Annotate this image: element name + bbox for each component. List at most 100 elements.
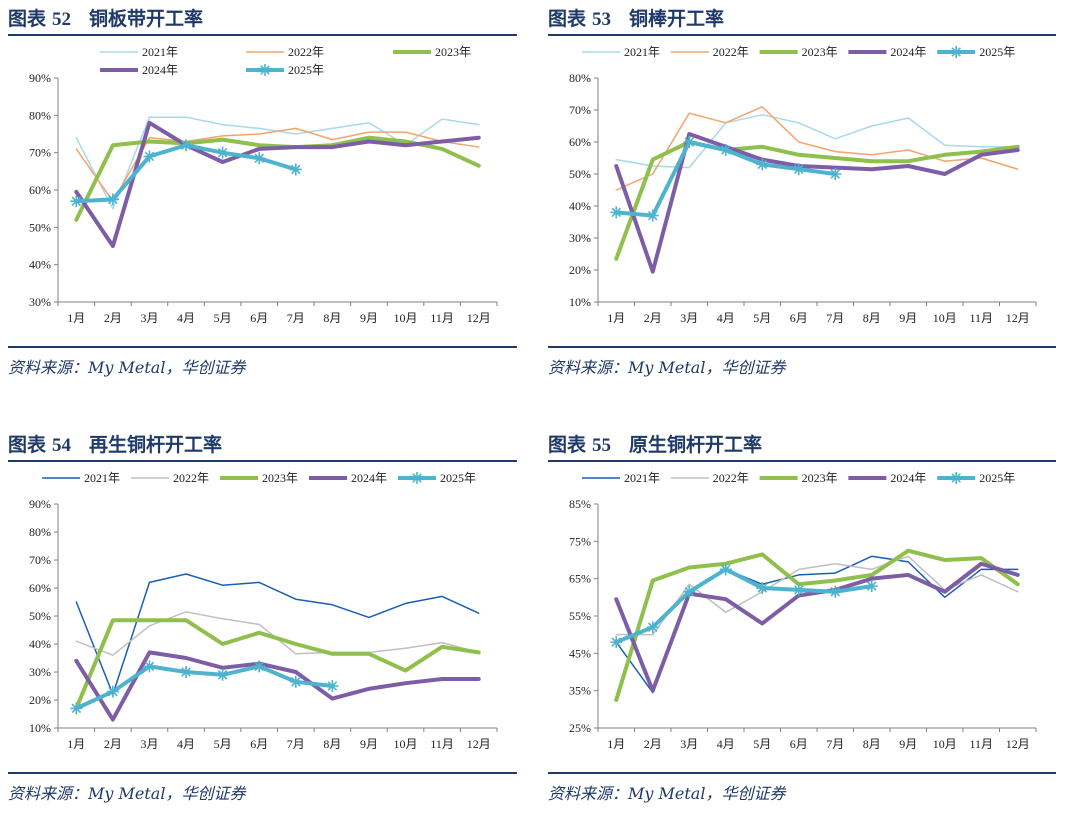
y-tick-label: 65% <box>569 572 591 586</box>
y-tick-label: 30% <box>29 665 51 679</box>
y-tick-label: 50% <box>29 220 51 234</box>
y-tick-label: 70% <box>29 553 51 567</box>
x-tick-label: 11月 <box>969 737 993 751</box>
x-tick-label: 6月 <box>790 737 808 751</box>
y-tick-label: 75% <box>569 534 591 548</box>
y-tick-label: 10% <box>569 295 591 309</box>
x-tick-label: 11月 <box>430 737 454 751</box>
panel-53: 图表 53 铜棒开工率 10% 20% 30% 40% 50% 60% 70% 80% 1月 2月 3月… <box>548 4 1056 384</box>
panel-title-name: 原生铜杆开工率 <box>629 434 763 456</box>
series-line <box>74 120 481 248</box>
series-1 <box>75 573 480 696</box>
series-point-marker <box>143 150 156 163</box>
panel-title-name: 铜板带开工率 <box>89 8 204 30</box>
y-tick-label: 30% <box>29 295 51 309</box>
series-line <box>75 573 480 696</box>
series-point-marker <box>106 193 119 206</box>
x-tick-label: 2月 <box>644 737 662 751</box>
x-tick-label: 1月 <box>67 311 85 325</box>
x-tick-label: 12月 <box>467 311 491 325</box>
series-line <box>614 140 1020 261</box>
y-tick-label: 50% <box>29 609 51 623</box>
series-point-marker <box>143 660 156 673</box>
legend-label: 2021年 <box>624 471 660 485</box>
x-tick-label: 7月 <box>826 737 844 751</box>
series-point-marker <box>253 152 266 165</box>
legend-label: 2025年 <box>979 45 1015 59</box>
series-point-marker <box>683 585 696 598</box>
legend-label: 2025年 <box>979 471 1015 485</box>
x-tick-label: 2月 <box>644 311 662 325</box>
chart-53: 10% 20% 30% 40% 50% 60% 70% 80% 1月 2月 3月 4月 5月 6月 7月 8月… <box>569 45 1037 325</box>
series-point-marker <box>792 583 805 596</box>
series-point-marker <box>683 136 696 148</box>
series-line <box>74 650 481 722</box>
y-tick-label: 20% <box>29 693 51 707</box>
series-point-marker <box>610 206 623 219</box>
y-tick-label: 40% <box>569 199 591 213</box>
series-line <box>615 114 1019 169</box>
panel-title-label: 图表 <box>548 8 587 30</box>
y-tick-label: 40% <box>29 258 51 272</box>
legend-label: 2024年 <box>351 471 387 485</box>
x-tick-label: 11月 <box>969 311 993 325</box>
series-5 <box>610 136 842 222</box>
y-tick-label: 10% <box>29 721 51 735</box>
series-5 <box>70 660 339 715</box>
panel-title: 图表 54 再生铜杆开工率 <box>8 430 517 462</box>
series-point-marker <box>829 168 842 180</box>
y-tick-label: 70% <box>29 146 51 160</box>
x-tick-label: 4月 <box>717 737 735 751</box>
legend-label: 2023年 <box>262 471 298 485</box>
panel-title-name: 铜棒开工率 <box>629 8 725 30</box>
x-tick-label: 10月 <box>394 311 418 325</box>
x-tick-label: 5月 <box>753 311 771 325</box>
series-3 <box>614 140 1020 261</box>
x-tick-label: 6月 <box>250 311 268 325</box>
legend-label: 2025年 <box>440 471 476 485</box>
series-point-marker <box>719 144 732 156</box>
x-tick-label: 1月 <box>67 737 85 751</box>
source-note: 资料来源：My Metal，华创证券 <box>548 772 1056 804</box>
y-tick-label: 70% <box>569 103 591 117</box>
x-tick-label: 8月 <box>863 737 881 751</box>
series-line <box>614 548 1020 702</box>
panel-title: 图表 52 铜板带开工率 <box>8 4 517 36</box>
panel-title-number: 54 <box>52 435 72 456</box>
y-tick-label: 25% <box>569 721 591 735</box>
series-point-marker <box>865 580 878 593</box>
series-line <box>614 567 874 645</box>
panel-title-number: 55 <box>592 435 612 456</box>
y-tick-label: 60% <box>569 135 591 149</box>
legend-swatch-marker <box>411 472 423 484</box>
x-tick-label: 7月 <box>287 737 305 751</box>
x-tick-label: 4月 <box>717 311 735 325</box>
x-tick-label: 9月 <box>360 737 378 751</box>
x-tick-label: 10月 <box>394 737 418 751</box>
series-point-marker <box>756 158 769 171</box>
source-note: 资料来源：My Metal，华创证券 <box>8 772 517 804</box>
x-tick-label: 10月 <box>933 737 957 751</box>
y-tick-label: 35% <box>569 684 591 698</box>
x-tick-label: 9月 <box>899 737 917 751</box>
x-tick-label: 5月 <box>753 737 771 751</box>
series-line <box>615 106 1019 191</box>
legend-label: 2021年 <box>624 45 660 59</box>
series-point-marker <box>719 563 732 576</box>
series-point-marker <box>180 139 193 152</box>
legend-swatch-marker <box>950 46 963 58</box>
series-point-marker <box>216 146 229 159</box>
series-point-marker <box>829 585 842 598</box>
y-tick-label: 50% <box>569 167 591 181</box>
x-tick-label: 2月 <box>104 737 122 751</box>
x-tick-label: 6月 <box>250 737 268 751</box>
x-tick-label: 9月 <box>360 311 378 325</box>
series-5 <box>70 139 302 208</box>
panel-54: 图表 54 再生铜杆开工率 10% 20% 30% 40% 50% 60% 70% 80% 90% 1… <box>8 430 517 810</box>
y-tick-label: 60% <box>29 183 51 197</box>
x-tick-label: 10月 <box>933 311 957 325</box>
x-tick-label: 2月 <box>104 311 122 325</box>
x-tick-label: 8月 <box>323 311 341 325</box>
y-tick-label: 80% <box>569 71 591 85</box>
legend-label: 2022年 <box>713 471 749 485</box>
